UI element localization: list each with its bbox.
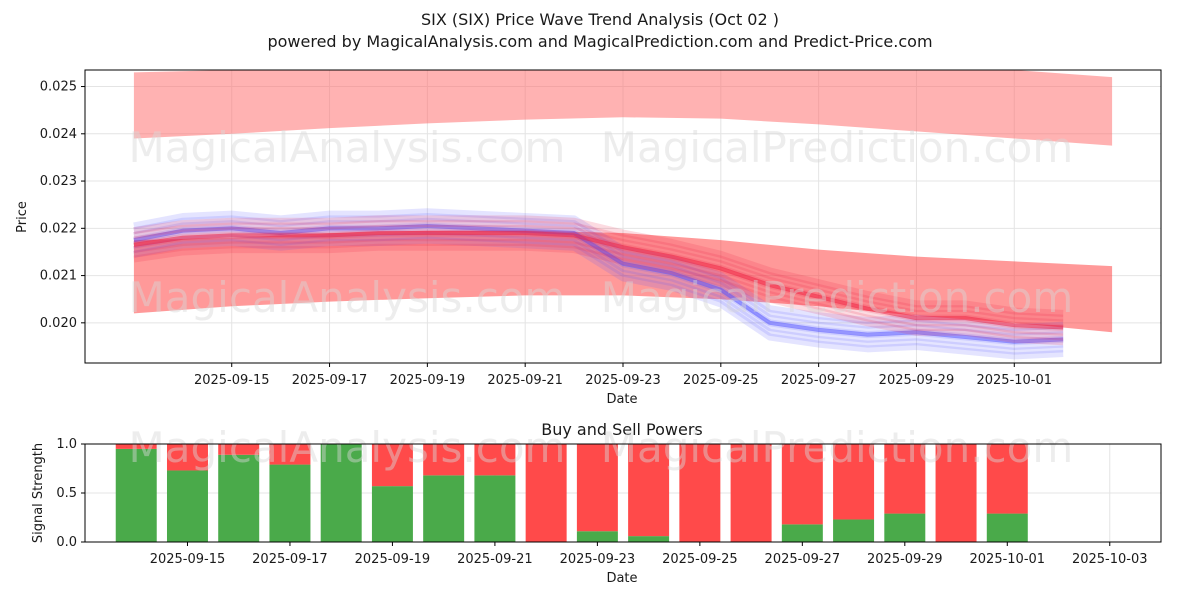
- price-y-tick-label: 0.020: [40, 316, 77, 331]
- price-x-axis-label: Date: [606, 392, 637, 407]
- signal-x-tick-label: 2025-10-03: [1072, 552, 1148, 567]
- price-y-tick-label: 0.024: [40, 127, 77, 142]
- sell-bar: [679, 444, 721, 542]
- sell-bar: [166, 444, 208, 471]
- signal-y-axis-label: Signal Strength: [31, 443, 46, 543]
- signal-y-tick-label: 0.0: [56, 535, 77, 550]
- price-x-tick-label: 2025-09-27: [781, 373, 857, 388]
- price-y-axis-label: Price: [15, 201, 30, 233]
- red-wave-mean-wave: [133, 215, 1064, 317]
- red-wave-mean-wave: [133, 238, 1064, 341]
- chart-title-line2: powered by MagicalAnalysis.com and Magic…: [267, 32, 932, 51]
- buy-bar: [115, 448, 157, 542]
- blue-wave-mean-wave: [133, 236, 1064, 360]
- buy-bar: [423, 475, 465, 542]
- red-wave-mean-wave: [133, 224, 1064, 327]
- signal-x-tick-label: 2025-09-25: [662, 552, 738, 567]
- signal-x-tick-label: 2025-09-21: [457, 552, 533, 567]
- sell-bar: [730, 444, 772, 542]
- blue-wave-mean-line: [133, 223, 1064, 344]
- buy-bar: [576, 531, 618, 542]
- sell-bar: [628, 444, 670, 537]
- signal-x-tick-label: 2025-09-23: [560, 552, 636, 567]
- signal-y-tick-label: 0.5: [56, 486, 77, 501]
- signal-x-ticks: 2025-09-15 2025-09-17 2025-09-19 2025-09-21…: [150, 542, 1148, 567]
- sell-bar: [269, 444, 311, 465]
- buy-bar: [320, 444, 362, 542]
- buy-bar: [269, 464, 311, 542]
- buy-bar: [781, 524, 823, 542]
- signal-bars: [115, 444, 1028, 542]
- chart-title-line1: SIX (SIX) Price Wave Trend Analysis (Oct…: [421, 10, 779, 29]
- signal-x-tick-label: 2025-09-29: [867, 552, 943, 567]
- sell-bar: [986, 444, 1028, 514]
- sell-bar: [371, 444, 413, 487]
- signal-x-tick-label: 2025-09-27: [765, 552, 841, 567]
- upper-prediction-band: [133, 70, 1113, 146]
- price-y-ticks: 0.020 0.021 0.022 0.023 0.024 0.025: [40, 80, 85, 331]
- sell-bar: [218, 444, 260, 455]
- buy-bar: [884, 513, 926, 542]
- blue-wave-mean-wave: [133, 231, 1064, 355]
- watermark-prediction-top: MagicalPrediction.com: [601, 123, 1074, 172]
- sell-bar: [935, 444, 977, 542]
- price-x-tick-label: 2025-09-19: [390, 373, 466, 388]
- red-wave-mean-wave: [133, 234, 1064, 336]
- sell-bar: [474, 444, 516, 476]
- price-x-tick-label: 2025-09-21: [487, 373, 563, 388]
- sell-bar: [833, 444, 875, 520]
- price-x-tick-label: 2025-09-23: [585, 373, 661, 388]
- price-y-tick-label: 0.025: [40, 80, 77, 95]
- blue-wave-mean-wave: [133, 213, 1064, 336]
- signal-x-tick-label: 2025-10-01: [970, 552, 1046, 567]
- watermark-analysis-top: MagicalAnalysis.com: [129, 123, 566, 172]
- sell-bar: [525, 444, 567, 542]
- watermark-analysis-mid: MagicalAnalysis.com: [129, 273, 566, 322]
- price-x-tick-label: 2025-09-29: [879, 373, 955, 388]
- buy-bar: [628, 536, 670, 542]
- sell-bar: [115, 444, 157, 449]
- signal-x-tick-label: 2025-09-19: [355, 552, 431, 567]
- buy-bar: [474, 475, 516, 542]
- red-wave-mean-line: [133, 231, 1064, 330]
- price-waves: [133, 208, 1064, 360]
- signal-chart-title: Buy and Sell Powers: [541, 420, 703, 439]
- price-x-tick-label: 2025-09-17: [292, 373, 368, 388]
- signal-x-tick-label: 2025-09-17: [252, 552, 328, 567]
- price-panel: MagicalAnalysis.com MagicalPrediction.co…: [15, 69, 1162, 407]
- buy-bar: [371, 486, 413, 542]
- price-x-ticks: 2025-09-15 2025-09-17 2025-09-19 2025-09-21…: [194, 363, 1052, 388]
- blue-wave-mean-wave: [133, 217, 1064, 341]
- red-wave-mean-wave: [133, 243, 1064, 346]
- buy-bar: [833, 519, 875, 542]
- signal-x-axis-label: Date: [606, 571, 637, 586]
- signal-y-ticks: 0.0 0.5 1.0: [56, 437, 85, 550]
- watermark-prediction-mid: MagicalPrediction.com: [601, 273, 1074, 322]
- signal-panel: Buy and Sell Powers MagicalAnalysis.com …: [31, 420, 1162, 586]
- price-y-tick-label: 0.021: [40, 269, 77, 284]
- watermark-prediction-bottom: MagicalPrediction.com: [601, 423, 1074, 472]
- price-x-tick-label: 2025-10-01: [976, 373, 1052, 388]
- price-x-tick-label: 2025-09-15: [194, 373, 270, 388]
- buy-bar: [218, 454, 260, 542]
- signal-x-tick-label: 2025-09-15: [150, 552, 226, 567]
- sell-bar: [884, 444, 926, 514]
- sell-bar: [781, 444, 823, 525]
- sell-bar: [576, 444, 618, 532]
- price-y-tick-label: 0.022: [40, 221, 77, 236]
- price-x-tick-label: 2025-09-25: [683, 373, 759, 388]
- price-y-tick-label: 0.023: [40, 174, 77, 189]
- watermark-analysis-bottom: MagicalAnalysis.com: [129, 423, 566, 472]
- buy-bar: [986, 513, 1028, 542]
- buy-bar: [166, 470, 208, 542]
- signal-y-tick-label: 1.0: [56, 437, 77, 452]
- red-wave-mean-wave: [133, 220, 1064, 322]
- sell-bar: [423, 444, 465, 476]
